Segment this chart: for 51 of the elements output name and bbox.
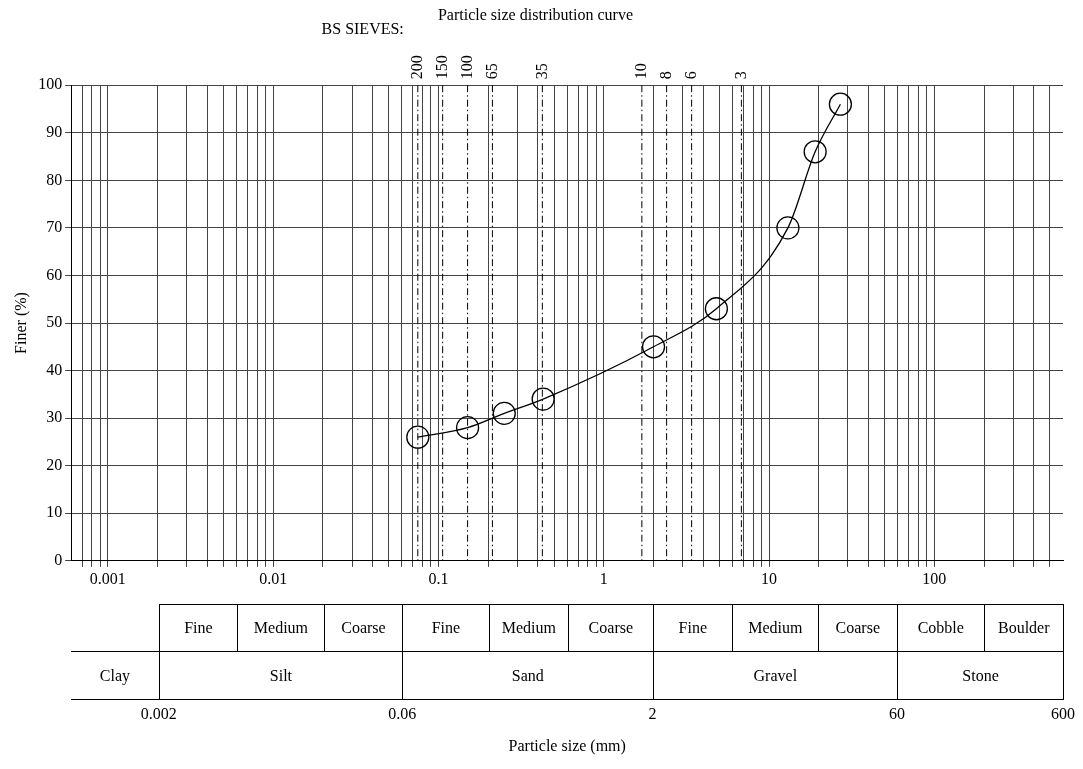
y-tick-label: 100 [38,75,63,93]
y-tick-label: 90 [46,122,63,140]
annotation: 100 [457,55,475,80]
text: Silt [158,651,404,700]
y-tick-label: 50 [46,313,63,331]
text: Stone [897,651,1064,700]
text: Sand [402,651,654,700]
text: Cobble [897,604,985,652]
annotation: 3 [731,71,749,80]
annotation: 35 [532,63,550,80]
y-tick-label: 40 [46,360,63,378]
annotation: 150 [432,55,450,80]
y-tick-label: 20 [46,455,63,473]
x-tick-label: 1 [599,569,608,587]
text: Fine [402,604,490,652]
x-tick-label: 0.001 [89,569,126,587]
text: Coarse [323,604,404,652]
x-tick-label: 10 [761,569,778,587]
x-tick-label: 0.1 [428,569,449,587]
text: Fine [652,604,734,652]
annotation: 10 [632,63,650,80]
text: 600 [1051,705,1075,723]
text: Gravel [652,651,899,700]
text: 0.002 [140,705,177,723]
text: Coarse [817,604,899,652]
text: 60 [889,705,906,723]
text: Boulder [983,604,1064,652]
annotation: 200 [408,55,426,80]
y-tick-label: 70 [46,218,63,236]
text: Medium [237,604,325,652]
annotation: 65 [482,63,500,80]
text: Medium [732,604,819,652]
y-tick-label: 0 [54,551,63,568]
y-tick-label: 30 [46,408,63,426]
y-tick-label: 60 [46,265,63,283]
y-axis-title: Finer (%) [11,292,30,354]
text: BS SIEVES: [321,20,404,38]
text: Clay [71,651,160,700]
y-tick-label: 10 [46,503,63,521]
text: Particle size (mm) [508,737,626,755]
annotation: 8 [656,71,674,80]
text: Fine [158,604,239,652]
x-tick-label: 100 [922,569,947,587]
text: 2 [648,705,657,723]
text: Medium [488,604,570,652]
annotation: 6 [681,71,699,80]
chart-title: Particle size distribution curve [437,5,634,23]
text: 0.06 [388,705,417,723]
x-tick-label: 0.01 [259,569,288,587]
y-tick-label: 80 [46,170,63,188]
text: Coarse [568,604,654,652]
